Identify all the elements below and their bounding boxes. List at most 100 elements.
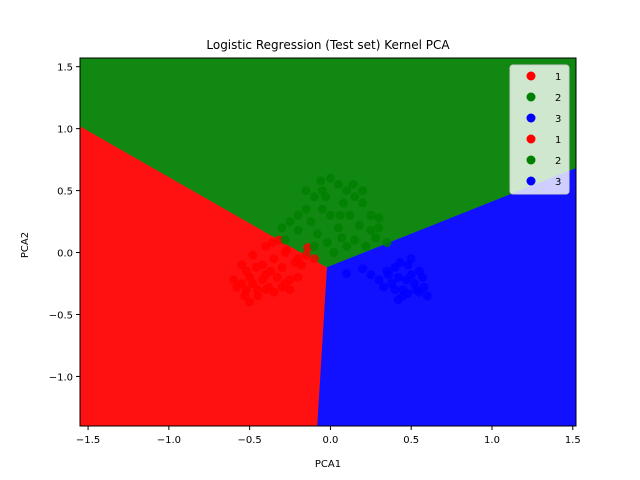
legend-label: 1	[555, 72, 561, 83]
data-point-class-3	[390, 285, 400, 295]
data-point-class-1	[253, 291, 263, 301]
data-point-class-2	[350, 235, 360, 245]
y-tick-label: 0.0	[57, 249, 73, 260]
x-tick-label: 1.5	[565, 435, 581, 446]
data-point-class-2	[309, 192, 319, 202]
data-point-class-2	[280, 235, 290, 245]
data-point-class-1	[241, 285, 251, 295]
legend: 1 2 3 1 2 3	[509, 64, 570, 195]
data-point-class-1	[248, 250, 258, 260]
data-point-class-3	[418, 272, 427, 282]
data-point-class-1	[266, 266, 276, 276]
data-point-class-2	[285, 217, 295, 227]
data-point-class-1	[269, 254, 279, 264]
decision-region-3	[317, 168, 576, 426]
data-point-class-1	[293, 272, 303, 282]
data-point-class-1	[301, 250, 311, 260]
legend-label: 3	[555, 177, 561, 188]
data-point-class-1	[296, 260, 306, 270]
y-tick-label: 1.0	[57, 125, 73, 136]
data-point-class-2	[301, 204, 311, 214]
data-point-class-2	[361, 241, 371, 251]
x-tick-label: 1.0	[484, 435, 500, 446]
data-point-class-1	[272, 272, 282, 282]
data-point-class-1	[285, 275, 295, 285]
data-point-class-1	[229, 275, 238, 285]
legend-marker-1	[526, 134, 536, 144]
data-point-class-2	[358, 186, 368, 196]
legend-label: 1	[555, 135, 561, 146]
y-tick-label: 0.5	[57, 187, 73, 198]
data-point-class-2	[342, 186, 352, 196]
data-point-class-3	[411, 285, 421, 295]
data-point-class-1	[274, 235, 284, 245]
data-point-class-2	[348, 179, 358, 189]
x-tick-label: −0.5	[237, 435, 261, 446]
x-tick-label: 0.5	[403, 435, 419, 446]
plot-frame	[79, 57, 577, 427]
legend-label: 2	[555, 93, 561, 104]
data-point-class-3	[366, 270, 376, 280]
y-tick-label: −1.0	[49, 372, 73, 383]
data-point-class-2	[313, 229, 322, 239]
x-axis-label: PCA1	[315, 459, 341, 470]
data-point-class-2	[374, 223, 384, 233]
data-point-class-3	[419, 282, 429, 292]
data-point-class-3	[342, 269, 352, 279]
data-point-class-2	[374, 213, 384, 223]
data-point-class-3	[406, 254, 416, 264]
data-point-class-3	[395, 257, 405, 267]
data-point-class-2	[366, 225, 376, 235]
x-tick-label: 0.0	[322, 435, 338, 446]
data-point-class-3	[379, 282, 389, 292]
data-point-class-2	[335, 210, 345, 220]
data-point-class-2	[325, 173, 335, 183]
data-point-class-3	[384, 270, 394, 280]
data-point-class-2	[337, 233, 347, 243]
data-point-class-1	[277, 282, 287, 292]
legend-marker-1	[526, 71, 536, 81]
data-point-class-2	[366, 210, 376, 220]
data-point-class-2	[316, 176, 326, 186]
data-point-class-3	[374, 275, 384, 285]
data-point-class-2	[325, 210, 335, 220]
data-point-class-1	[253, 285, 263, 295]
data-point-class-2	[355, 220, 364, 230]
data-point-class-1	[232, 282, 242, 292]
data-point-class-1	[282, 245, 292, 255]
data-point-class-3	[393, 295, 403, 305]
data-point-class-2	[301, 186, 311, 196]
data-point-class-2	[329, 248, 339, 257]
data-point-class-2	[321, 192, 331, 202]
data-point-class-2	[334, 179, 343, 189]
data-point-class-1	[277, 262, 287, 272]
data-point-class-2	[358, 198, 368, 208]
data-point-class-1	[251, 262, 261, 272]
y-tick-label: 1.5	[57, 63, 73, 74]
data-point-class-1	[248, 279, 258, 288]
x-tick-label: −1.5	[76, 435, 100, 446]
data-point-class-2	[345, 210, 355, 220]
data-point-class-2	[350, 192, 360, 202]
legend-label: 2	[555, 156, 561, 167]
data-point-class-2	[309, 241, 319, 251]
data-point-class-2	[293, 225, 303, 235]
plot-area	[80, 58, 576, 426]
data-point-class-1	[285, 285, 295, 295]
data-point-class-2	[334, 223, 343, 233]
y-tick-label: −0.5	[49, 310, 73, 321]
data-point-class-2	[322, 238, 332, 248]
x-tick-label: −1.0	[157, 435, 181, 446]
legend-marker-2	[526, 155, 536, 165]
legend-box	[509, 64, 570, 195]
data-point-class-3	[393, 272, 403, 282]
data-point-class-3	[401, 275, 411, 285]
data-point-class-1	[245, 297, 255, 307]
legend-label: 3	[555, 114, 561, 125]
data-point-class-3	[403, 288, 413, 298]
data-point-class-2	[371, 233, 381, 243]
data-point-class-2	[317, 204, 327, 214]
data-point-class-3	[358, 264, 368, 274]
chart-title: Logistic Regression (Test set) Kernel PC…	[206, 38, 450, 52]
